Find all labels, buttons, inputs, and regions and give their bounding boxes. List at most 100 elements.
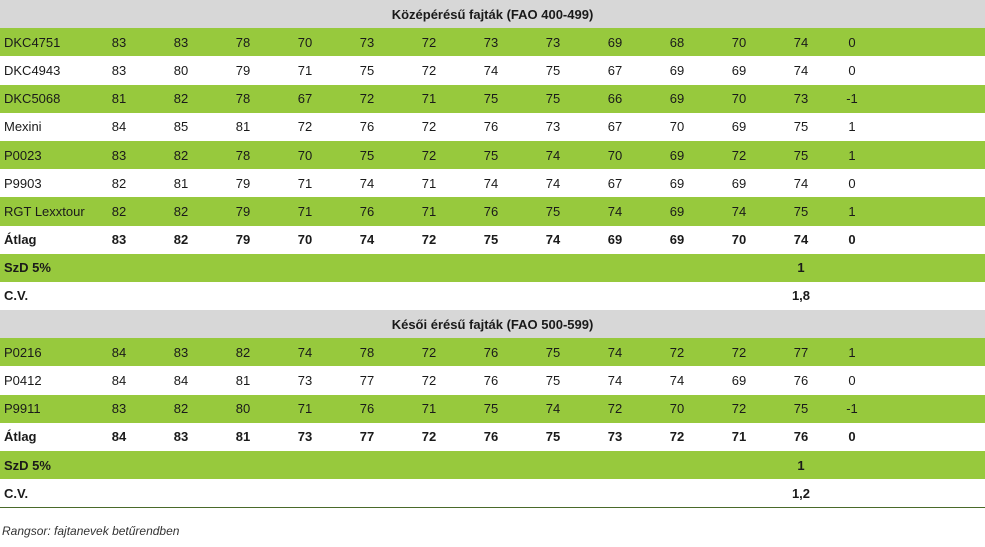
value-cell: 70 xyxy=(607,147,623,163)
value-cell: 84 xyxy=(173,373,189,389)
value-cell: 82 xyxy=(235,344,251,360)
value-cell: 69 xyxy=(669,203,685,219)
hybrid-name: P9903 xyxy=(4,175,42,191)
value-cell: 0 xyxy=(848,175,856,191)
average-value: 72 xyxy=(421,429,437,445)
value-cell: 1 xyxy=(848,203,856,219)
value-cell: 83 xyxy=(111,62,127,78)
footnote: Rangsor: fajtanevek betűrendben xyxy=(2,524,180,538)
value-cell: 72 xyxy=(731,147,747,163)
value-cell: 82 xyxy=(111,203,127,219)
value-cell: 82 xyxy=(173,401,189,417)
hybrid-name: DKC4751 xyxy=(4,34,61,50)
value-cell: 74 xyxy=(483,175,499,191)
value-cell: 82 xyxy=(173,91,189,107)
value-cell: 79 xyxy=(235,62,251,78)
value-cell: 76 xyxy=(483,373,499,389)
value-cell: 76 xyxy=(483,119,499,135)
average-value: 82 xyxy=(173,232,189,248)
average-value: 83 xyxy=(173,429,189,445)
value-cell: 68 xyxy=(669,34,685,50)
value-cell: 83 xyxy=(173,344,189,360)
value-cell: 81 xyxy=(111,91,127,107)
value-cell: 80 xyxy=(173,62,189,78)
table-row: P0216 84 83 82 74 78 72 76 75 74 72 72 77 1 xyxy=(0,338,985,367)
value-cell: 75 xyxy=(545,344,561,360)
value-cell: 73 xyxy=(297,373,313,389)
value-cell: 74 xyxy=(793,175,809,191)
hybrid-name: Mexini xyxy=(4,119,42,135)
hybrid-name: P9911 xyxy=(4,401,41,417)
value-cell: 75 xyxy=(545,91,561,107)
value-cell: 75 xyxy=(793,119,809,135)
value-cell: 70 xyxy=(731,91,747,107)
average-value: 74 xyxy=(359,232,375,248)
szd-value: 1 xyxy=(797,260,805,276)
table-row: P0412 84 84 81 73 77 72 76 75 74 74 69 76 0 xyxy=(0,366,985,395)
cv-label: C.V. xyxy=(4,288,29,304)
value-cell: 72 xyxy=(421,147,437,163)
average-value: 83 xyxy=(111,232,127,248)
value-cell: -1 xyxy=(846,91,858,107)
value-cell: 72 xyxy=(731,344,747,360)
cv-value: 1,2 xyxy=(791,485,811,501)
value-cell: 71 xyxy=(421,203,437,219)
value-cell: 78 xyxy=(359,344,375,360)
value-cell: 75 xyxy=(359,147,375,163)
value-cell: 70 xyxy=(297,147,313,163)
section-header: Középérésű fajták (FAO 400-499) xyxy=(0,0,985,29)
value-cell: 72 xyxy=(297,119,313,135)
value-cell: 85 xyxy=(173,119,189,135)
value-cell: 72 xyxy=(669,344,685,360)
value-cell: 72 xyxy=(421,62,437,78)
average-value: 69 xyxy=(607,232,623,248)
average-value: 0 xyxy=(848,232,856,248)
value-cell: 74 xyxy=(359,175,375,191)
szd-row: SzD 5% 1 xyxy=(0,451,985,480)
value-cell: 70 xyxy=(669,401,685,417)
cv-row: C.V. 1,8 xyxy=(0,281,985,311)
value-cell: 69 xyxy=(731,119,747,135)
table-row: Mexini 84 85 81 72 76 72 76 73 67 70 69 75 1 xyxy=(0,112,985,141)
value-cell: 74 xyxy=(793,34,809,50)
table-row: P0023 83 82 78 70 75 72 75 74 70 69 72 75 1 xyxy=(0,140,985,170)
average-value: 76 xyxy=(483,429,499,445)
hybrid-name: P0023 xyxy=(4,147,42,163)
szd-row: SzD 5% 1 xyxy=(0,253,985,282)
value-cell: 1 xyxy=(848,147,856,163)
szd-label: SzD 5% xyxy=(4,260,51,276)
value-cell: 81 xyxy=(235,373,251,389)
value-cell: 71 xyxy=(421,175,437,191)
value-cell: 74 xyxy=(731,203,747,219)
value-cell: 83 xyxy=(111,401,127,417)
table-row: DKC4751 83 83 78 70 73 72 73 73 69 68 70 74 0 xyxy=(0,28,985,57)
value-cell: 76 xyxy=(359,401,375,417)
value-cell: 1 xyxy=(848,344,856,360)
value-cell: 71 xyxy=(297,203,313,219)
value-cell: 74 xyxy=(607,203,623,219)
value-cell: 84 xyxy=(111,119,127,135)
value-cell: 73 xyxy=(359,34,375,50)
average-value: 77 xyxy=(359,429,375,445)
value-cell: 73 xyxy=(483,34,499,50)
value-cell: 83 xyxy=(111,34,127,50)
table-row: P9911 83 82 80 71 76 71 75 74 72 70 72 75 -1 xyxy=(0,394,985,423)
value-cell: 69 xyxy=(731,62,747,78)
value-cell: 75 xyxy=(545,62,561,78)
value-cell: 72 xyxy=(421,119,437,135)
value-cell: 79 xyxy=(235,175,251,191)
value-cell: 77 xyxy=(359,373,375,389)
value-cell: 72 xyxy=(421,34,437,50)
value-cell: 67 xyxy=(607,119,623,135)
section-header: Késői érésű fajták (FAO 500-599) xyxy=(0,310,985,339)
average-value: 73 xyxy=(607,429,623,445)
szd-label: SzD 5% xyxy=(4,457,51,473)
value-cell: 74 xyxy=(669,373,685,389)
value-cell: 0 xyxy=(848,373,856,389)
cv-value: 1,8 xyxy=(791,288,811,304)
value-cell: 71 xyxy=(297,401,313,417)
value-cell: 81 xyxy=(173,175,189,191)
average-value: 0 xyxy=(848,429,856,445)
value-cell: 72 xyxy=(421,373,437,389)
value-cell: 76 xyxy=(793,373,809,389)
